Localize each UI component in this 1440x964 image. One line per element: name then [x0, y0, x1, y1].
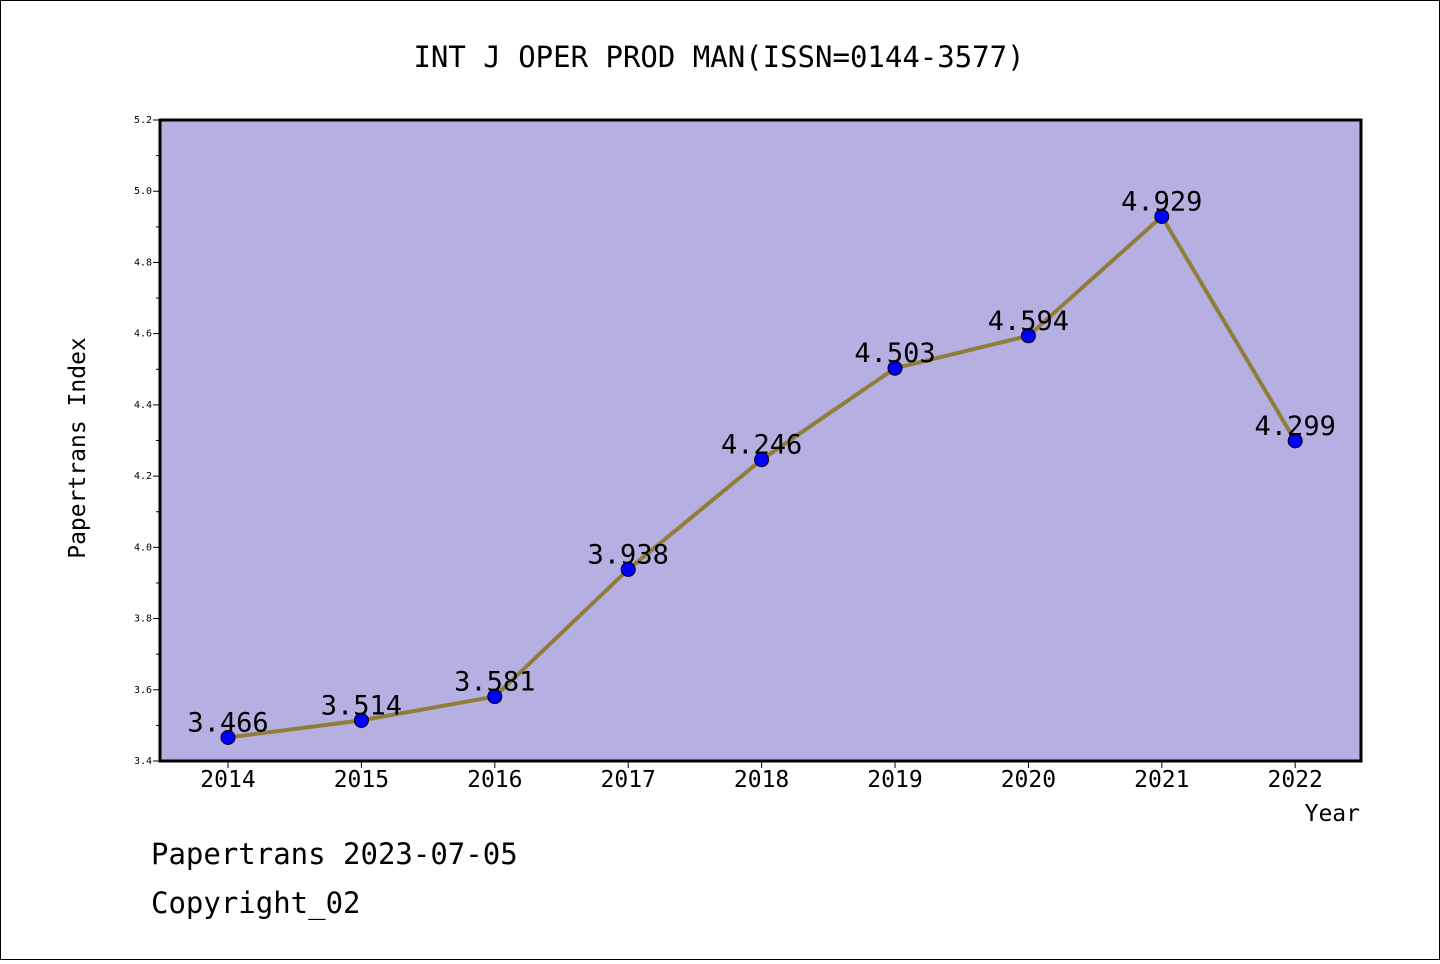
- data-label: 4.594: [988, 306, 1069, 337]
- data-label: 4.503: [854, 338, 935, 369]
- x-tick-label: 2020: [1001, 767, 1056, 793]
- x-tick-label: 2014: [200, 767, 255, 793]
- series-group: [220, 209, 1303, 745]
- data-point: [487, 689, 503, 705]
- data-labels-group: 3.466 3.514 3.581 3.938 4.246 4.503 4.594 4.929…: [187, 187, 1335, 739]
- footer-copyright: Copyright_02: [151, 886, 361, 920]
- y-axis-ticks: 3.4 3.6 3.8 4.0 4.2 4.4 4.6 4.8 5.0 5.2: [134, 115, 160, 767]
- y-tick-label: 4.6: [134, 329, 152, 340]
- y-tick-label: 4.8: [134, 257, 152, 268]
- x-tick-label: 2017: [601, 767, 656, 793]
- data-label: 3.938: [588, 539, 669, 570]
- x-tick-label: 2022: [1268, 767, 1323, 793]
- y-tick-label: 4.0: [134, 542, 152, 553]
- data-point: [1287, 433, 1303, 449]
- x-tick-label: 2019: [867, 767, 922, 793]
- x-tick-label: 2015: [334, 767, 389, 793]
- x-tick-label: 2021: [1134, 767, 1189, 793]
- x-tick-label: 2016: [467, 767, 522, 793]
- data-label: 3.514: [321, 690, 402, 721]
- data-point: [1020, 328, 1036, 344]
- data-point: [620, 561, 636, 577]
- y-tick-label: 4.2: [134, 471, 152, 482]
- y-tick-label: 4.4: [134, 400, 152, 411]
- plot-area: [158, 118, 1363, 763]
- data-label: 4.299: [1255, 411, 1336, 442]
- y-tick-label: 3.6: [134, 685, 152, 696]
- data-label: 3.581: [454, 667, 535, 698]
- data-label: 4.929: [1121, 187, 1202, 218]
- x-tick-label: 2018: [734, 767, 789, 793]
- y-tick-label: 5.0: [134, 186, 152, 197]
- chart-title: INT J OPER PROD MAN(ISSN=0144-3577): [413, 40, 1024, 74]
- data-point: [754, 452, 770, 468]
- x-axis-ticks: 2014 2015 2016 2017 2018 2019 2020 2021 2022: [200, 761, 1323, 793]
- data-point: [220, 729, 236, 745]
- data-label: 3.466: [187, 707, 268, 738]
- y-tick-label: 3.8: [134, 614, 152, 625]
- y-tick-label: 5.2: [134, 115, 152, 126]
- data-point: [887, 360, 903, 376]
- y-tick-label: 3.4: [134, 756, 152, 767]
- x-axis-label: Year: [1305, 801, 1360, 827]
- data-point: [353, 712, 369, 728]
- data-label: 4.246: [721, 430, 802, 461]
- data-point: [1154, 209, 1170, 225]
- y-axis-label: Papertrans Index: [65, 337, 91, 559]
- footer-date: Papertrans 2023-07-05: [151, 837, 518, 871]
